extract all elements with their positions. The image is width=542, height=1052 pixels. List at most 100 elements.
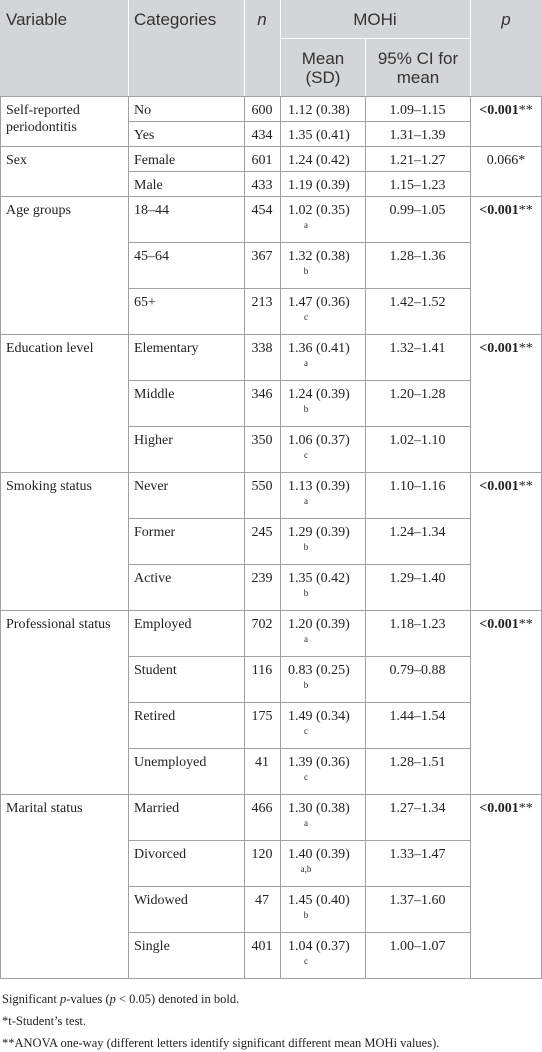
ci: 1.42–1.52 (389, 295, 446, 310)
letter: c (304, 772, 308, 782)
category: Male (134, 178, 163, 193)
rule (244, 146, 245, 196)
n: 350 (251, 433, 273, 448)
rule (128, 171, 470, 172)
ci: 1.21–1.27 (389, 153, 446, 168)
p-mark: ** (518, 617, 533, 632)
mean-sd: 1.12 (0.38) (288, 103, 350, 118)
n: 550 (251, 479, 273, 494)
mean-sd: 1.02 (0.35) (288, 203, 350, 218)
p-number: 0.066 (486, 153, 519, 168)
n: 433 (251, 178, 273, 193)
ci: 1.37–1.60 (389, 893, 446, 908)
variable: Age groups (6, 203, 71, 218)
rule (280, 146, 281, 196)
footnote: **ANOVA one-way (different letters ident… (2, 1036, 439, 1051)
ci: 0.79–0.88 (389, 663, 446, 678)
category: Single (134, 939, 170, 954)
rule (128, 932, 470, 933)
header-cell: MOHi (353, 10, 397, 29)
ci: 1.29–1.40 (389, 571, 446, 586)
header-cell: Variable (6, 10, 68, 29)
rule (365, 38, 366, 96)
rule (365, 146, 366, 196)
n: 120 (251, 847, 273, 862)
rule (470, 794, 471, 978)
category: 45–64 (134, 249, 169, 264)
p-number: <0.001 (479, 341, 519, 356)
n: 401 (251, 939, 273, 954)
category: Married (134, 801, 180, 816)
mean-sd: 1.30 (0.38) (288, 801, 350, 816)
header-cell: Categories (134, 10, 217, 29)
footnote-part: *t-Student’s test. (2, 1014, 87, 1028)
mean-sd: 1.45 (0.40) (288, 893, 350, 908)
footnote-part: < 0.05) denoted in bold. (115, 992, 240, 1006)
rule (280, 96, 281, 146)
p-number: <0.001 (479, 801, 519, 816)
footnote-part: **ANOVA one-way (different letters ident… (2, 1036, 440, 1050)
letter: a (304, 818, 308, 828)
ci: 1.00–1.07 (389, 939, 446, 954)
header-cell: 95% CI for mean (377, 49, 459, 87)
rule (280, 0, 281, 96)
n: 600 (251, 103, 273, 118)
variable: Smoking status (6, 479, 92, 494)
n: 454 (251, 203, 273, 218)
rule (128, 840, 470, 841)
rule (128, 334, 129, 472)
n: 338 (251, 341, 273, 356)
footnote: Significant p-values (p < 0.05) denoted … (2, 992, 239, 1007)
rule (244, 334, 245, 472)
header-cell: Mean (SD) (301, 49, 345, 87)
n: 466 (251, 801, 273, 816)
rule (0, 196, 542, 197)
p-value: <0.001** (470, 616, 542, 633)
ci: 1.24–1.34 (389, 525, 446, 540)
category: Never (134, 479, 169, 494)
rule (128, 702, 470, 703)
footnote-part: Significant (2, 992, 60, 1006)
letter: a (304, 634, 308, 644)
rule (128, 518, 470, 519)
mean-sd: 1.24 (0.39) (288, 387, 350, 402)
ci: 1.27–1.34 (389, 801, 446, 816)
rule (128, 146, 129, 196)
p-value: <0.001** (470, 202, 542, 219)
mean-sd: 1.36 (0.41) (288, 341, 350, 356)
letter: b (303, 588, 309, 598)
category: Yes (134, 128, 155, 143)
category: Female (134, 153, 176, 168)
rule (128, 564, 470, 565)
ci: 1.44–1.54 (389, 709, 446, 724)
rule (0, 610, 542, 611)
mean-sd: 1.04 (0.37) (288, 939, 350, 954)
footnote-part: p (59, 992, 67, 1006)
rule (0, 96, 542, 97)
rule (470, 334, 471, 472)
n: 213 (251, 295, 273, 310)
footnote-part: p (109, 992, 116, 1006)
rule (244, 472, 245, 610)
letter: b (303, 404, 309, 414)
p-mark: * (518, 153, 526, 168)
header-cell: p (501, 10, 511, 29)
rule (128, 748, 470, 749)
letter: c (304, 312, 308, 322)
mean-sd: 1.06 (0.37) (288, 433, 350, 448)
category: 65+ (134, 295, 156, 310)
rule (244, 610, 245, 794)
p-number: <0.001 (479, 203, 519, 218)
ci: 1.32–1.41 (389, 341, 446, 356)
p-value: <0.001** (470, 340, 542, 357)
letter: a (304, 496, 308, 506)
rule (128, 380, 470, 381)
header-cell: n (257, 10, 267, 29)
rule (470, 196, 471, 334)
rule (0, 96, 1, 978)
p-mark: ** (518, 801, 533, 816)
n: 702 (251, 617, 273, 632)
category: Higher (134, 433, 173, 448)
rule (280, 794, 281, 978)
ci: 0.99–1.05 (389, 203, 446, 218)
